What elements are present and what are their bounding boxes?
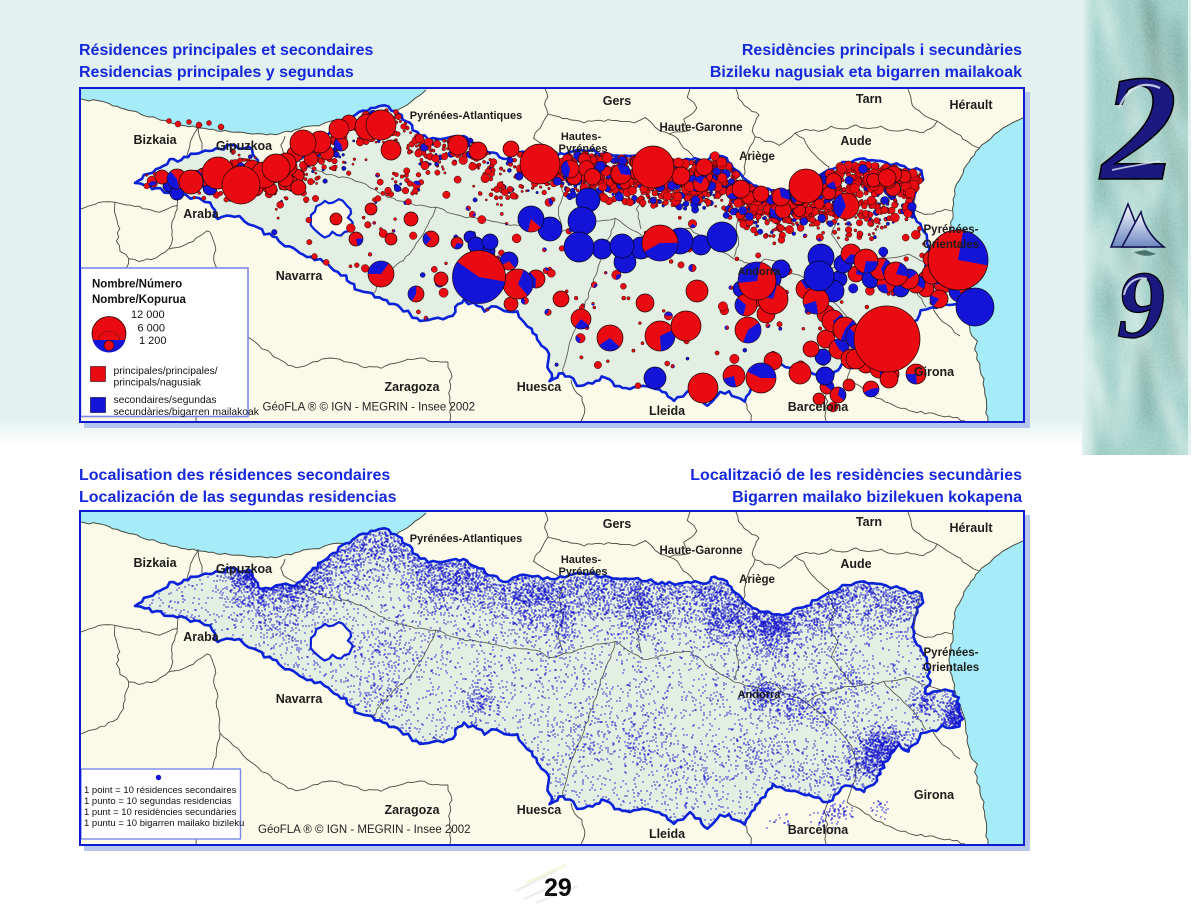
svg-text:1 200: 1 200 bbox=[139, 335, 167, 347]
svg-text:Lleida: Lleida bbox=[649, 827, 686, 841]
svg-text:6 000: 6 000 bbox=[138, 323, 166, 335]
svg-text:Hérault: Hérault bbox=[949, 521, 993, 535]
svg-text:1 point = 10 résidences second: 1 point = 10 résidences secondaires bbox=[84, 785, 237, 796]
svg-text:Hautes-: Hautes- bbox=[561, 554, 602, 566]
svg-text:Andorra: Andorra bbox=[738, 266, 782, 278]
svg-text:Gipuzkoa: Gipuzkoa bbox=[216, 562, 273, 576]
svg-text:1 punt = 10 residències secund: 1 punt = 10 residències secundàries bbox=[84, 807, 237, 818]
svg-text:Pyrénées-: Pyrénées- bbox=[924, 224, 979, 236]
svg-text:Zaragoza: Zaragoza bbox=[385, 380, 441, 394]
svg-text:Huesca: Huesca bbox=[517, 380, 563, 394]
svg-text:Gipuzkoa: Gipuzkoa bbox=[216, 139, 273, 153]
svg-text:Bizkaia: Bizkaia bbox=[133, 556, 177, 570]
svg-text:Gers: Gers bbox=[603, 517, 632, 531]
svg-text:Hautes-: Hautes- bbox=[561, 131, 602, 143]
svg-text:Araba: Araba bbox=[183, 630, 219, 644]
svg-text:Zaragoza: Zaragoza bbox=[385, 803, 441, 817]
svg-text:Orientales: Orientales bbox=[923, 662, 979, 674]
svg-text:1 puntu = 10 bigarren mailako: 1 puntu = 10 bigarren mailako bizileku bbox=[84, 818, 244, 829]
svg-text:1 punto = 10 segundas residenc: 1 punto = 10 segundas residencias bbox=[84, 796, 232, 807]
svg-text:Ariège: Ariège bbox=[739, 574, 775, 586]
svg-text:Aude: Aude bbox=[840, 134, 871, 148]
svg-text:Tarn: Tarn bbox=[856, 515, 882, 529]
svg-text:GéoFLA ® © IGN - MEGRIN - Inse: GéoFLA ® © IGN - MEGRIN - Insee 2002 bbox=[258, 824, 471, 836]
svg-text:GéoFLA ® © IGN - MEGRIN - Inse: GéoFLA ® © IGN - MEGRIN - Insee 2002 bbox=[263, 402, 476, 414]
svg-text:Tarn: Tarn bbox=[856, 92, 882, 106]
svg-text:Navarra: Navarra bbox=[276, 692, 324, 706]
svg-text:Girona: Girona bbox=[914, 788, 955, 802]
svg-text:Barcelona: Barcelona bbox=[788, 823, 849, 837]
svg-text:Haute-Garonne: Haute-Garonne bbox=[659, 545, 742, 557]
svg-text:Girona: Girona bbox=[914, 365, 955, 379]
svg-text:Huesca: Huesca bbox=[517, 803, 563, 817]
svg-text:Haute-Garonne: Haute-Garonne bbox=[659, 122, 742, 134]
svg-text:Bizkaia: Bizkaia bbox=[133, 133, 177, 147]
svg-text:Ariège: Ariège bbox=[739, 151, 775, 163]
svg-text:2: 2 bbox=[1099, 44, 1177, 212]
svg-text:Andorra: Andorra bbox=[738, 689, 782, 701]
svg-text:Gers: Gers bbox=[603, 94, 632, 108]
svg-text:12 000: 12 000 bbox=[131, 309, 165, 321]
svg-text:Nombre/Número: Nombre/Número bbox=[92, 279, 182, 291]
svg-text:Araba: Araba bbox=[183, 207, 219, 221]
svg-text:Barcelona: Barcelona bbox=[788, 400, 849, 414]
svg-text:Pyrénées-Atlantiques: Pyrénées-Atlantiques bbox=[410, 533, 522, 545]
svg-text:principales/principales/: principales/principales/ bbox=[114, 366, 218, 377]
svg-text:Hérault: Hérault bbox=[949, 98, 993, 112]
svg-text:Navarra: Navarra bbox=[276, 269, 324, 283]
svg-text:secondaires/segundas: secondaires/segundas bbox=[114, 395, 217, 406]
svg-text:Pyrénées: Pyrénées bbox=[559, 143, 608, 155]
svg-text:Lleida: Lleida bbox=[649, 404, 686, 418]
svg-text:29: 29 bbox=[544, 874, 572, 902]
svg-text:Pyrénées-Atlantiques: Pyrénées-Atlantiques bbox=[410, 110, 522, 122]
svg-text:9: 9 bbox=[1117, 251, 1165, 358]
svg-text:Nombre/Kopurua: Nombre/Kopurua bbox=[92, 294, 187, 306]
svg-text:Orientales: Orientales bbox=[923, 239, 979, 251]
svg-text:Pyrénées: Pyrénées bbox=[559, 566, 608, 578]
svg-text:principals/nagusiak: principals/nagusiak bbox=[114, 378, 202, 389]
svg-text:Aude: Aude bbox=[840, 557, 871, 571]
svg-text:Pyrénées-: Pyrénées- bbox=[924, 647, 979, 659]
svg-text:secundàries/bigarren mailakoak: secundàries/bigarren mailakoak bbox=[114, 407, 260, 418]
